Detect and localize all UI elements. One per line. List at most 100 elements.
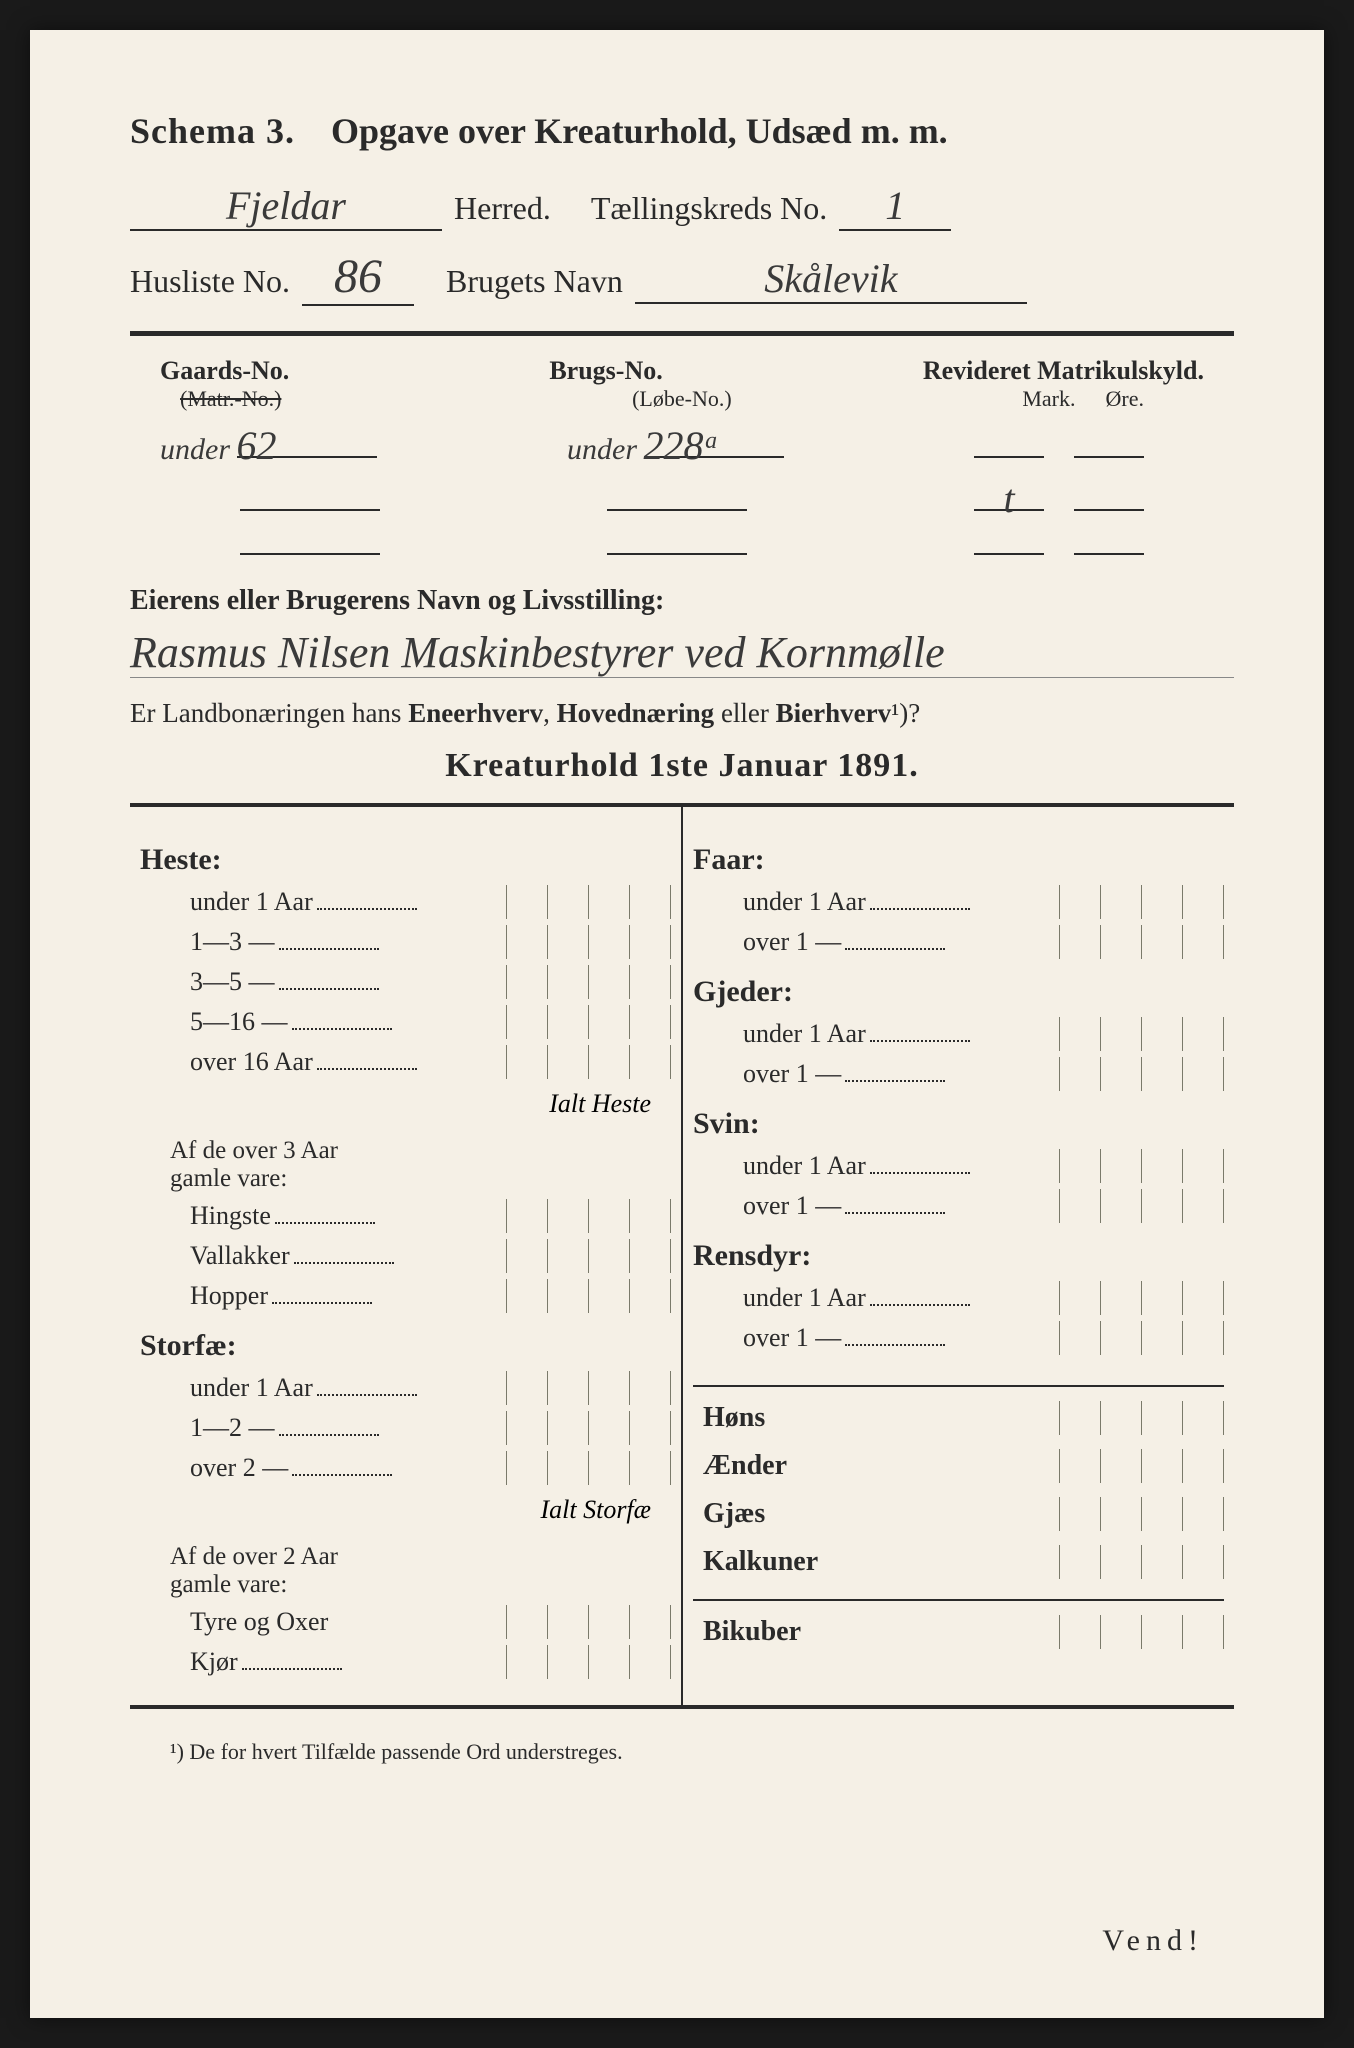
faar-label-0: under 1 Aar [743,887,1059,917]
schema-label: Schema 3. [130,111,295,151]
svin-title: Svin: [693,1107,1224,1141]
heste-label-3: 5—16 — [190,1007,506,1037]
heste-sub-1: Vallakker [140,1239,671,1273]
brugs-value-1: 228ᵃ [644,422,784,458]
herred-label: Herred. [454,190,551,227]
vend-label: Vend! [1102,1924,1204,1958]
storfae-row-2: over 2 — [140,1451,671,1485]
right-column: Faar: under 1 Aar over 1 — Gjeder: under… [683,807,1234,1705]
gaards-value-2 [240,475,380,511]
gjaes-label: Gjæs [703,1498,1059,1530]
husliste-label: Husliste No. [130,263,290,300]
heste-label-2: 3—5 — [190,967,506,997]
rule-1 [130,331,1234,336]
mark-ore-cell-1 [974,422,1144,467]
heste-label-1: 1—3 — [190,927,506,957]
storfae-sub-0: Tyre og Oxer [140,1605,671,1639]
gaards-value-1: 62 [237,422,377,458]
q-opt3: Bierhverv [776,698,891,728]
heste-sum: Ialt Heste [140,1089,671,1119]
brugets-value: Skålevik [635,255,1027,304]
data-row-2: t [160,475,1204,511]
hopper-label: Hopper [190,1281,506,1311]
storfae-sub-1: Kjør [140,1645,671,1679]
herred-value: Fjeldar [130,182,442,231]
hingste-label: Hingste [190,1201,506,1231]
ore-value-3 [1074,519,1144,555]
heste-label-0: under 1 Aar [190,887,506,917]
ore-value-2 [1074,475,1144,511]
faar-row-0: under 1 Aar [693,885,1224,919]
gaards-label: Gaards-No. [160,356,289,386]
hons-label: Høns [703,1402,1059,1434]
heste-subnote: Af de over 3 Aar gamle vare: [140,1137,671,1193]
rensdyr-label-1: over 1 — [743,1323,1059,1353]
column-subheaders: (Matr.-No.) (Løbe-No.) Mark. Øre. [160,386,1204,412]
hons-row: Høns [693,1401,1224,1435]
q-opt1: Eneerhverv [408,698,543,728]
mark-value-3 [974,519,1044,555]
brugets-label: Brugets Navn [446,263,623,300]
q-opt2: Hovednæring [557,698,715,728]
faar-row-1: over 1 — [693,925,1224,959]
kreds-value: 1 [839,182,951,231]
svin-label-1: over 1 — [743,1191,1059,1221]
kreatur-table: Heste: under 1 Aar 1—3 — 3—5 — 5—16 — ov… [130,803,1234,1709]
right-divider-1 [693,1385,1224,1387]
column-headers: Gaards-No. Brugs-No. Revideret Matrikuls… [160,356,1204,386]
brugs-cell-1: under 228ᵃ [567,422,784,467]
left-column: Heste: under 1 Aar 1—3 — 3—5 — 5—16 — ov… [130,807,683,1705]
kreds-label: Tællingskreds No. [591,190,827,227]
header-row-2: Husliste No. 86 Brugets Navn Skålevik [130,249,1234,306]
rensdyr-row-0: under 1 Aar [693,1281,1224,1315]
bikuber-row: Bikuber [693,1615,1224,1649]
storfae-row-1: 1—2 — [140,1411,671,1445]
heste-row-1: 1—3 — [140,925,671,959]
revideret-label: Revideret Matrikulskyld. [923,356,1204,386]
svin-row-0: under 1 Aar [693,1149,1224,1183]
q-prefix: Er Landbonæringen hans [130,698,408,728]
footnote: ¹) De for hvert Tilfælde passende Ord un… [130,1739,1234,1765]
gaards-sub: (Matr.-No.) [180,386,281,412]
heste-row-2: 3—5 — [140,965,671,999]
svin-label-0: under 1 Aar [743,1151,1059,1181]
gjeder-label-1: over 1 — [743,1059,1059,1089]
kalkuner-row: Kalkuner [693,1545,1224,1579]
question-row: Er Landbonæringen hans Eneerhverv, Hoved… [130,698,1234,729]
header-row-1: Fjeldar Herred. Tællingskreds No. 1 [130,182,1234,231]
tyre-label: Tyre og Oxer [190,1607,506,1637]
heste-row-3: 5—16 — [140,1005,671,1039]
main-title: Opgave over Kreaturhold, Udsæd m. m. [331,111,948,151]
storfae-sum: Ialt Storfæ [140,1495,671,1525]
owner-line: Rasmus Nilsen Maskinbestyrer ved Kornmøl… [130,627,1234,678]
heste-row-4: over 16 Aar [140,1045,671,1079]
mark-value-2: t [974,475,1044,511]
heste-label-4: over 16 Aar [190,1047,506,1077]
vallakker-label: Vallakker [190,1241,506,1271]
brugs-prefix-hw: under [567,433,637,466]
mark-ore-header: Mark. Øre. [1022,386,1144,412]
data-row-1: under 62 under 228ᵃ [160,422,1204,467]
heste-title: Heste: [140,843,671,877]
heste-sub-2: Hopper [140,1279,671,1313]
gjeder-row-1: over 1 — [693,1057,1224,1091]
brugs-value-2 [607,475,747,511]
gaards-value-3 [240,519,380,555]
rensdyr-title: Rensdyr: [693,1239,1224,1273]
bikuber-label: Bikuber [703,1616,1059,1648]
q-suffix: ¹)? [891,698,920,728]
storfae-title: Storfæ: [140,1329,671,1363]
heste-row-0: under 1 Aar [140,885,671,919]
q-sep: , [543,698,557,728]
storfae-label-0: under 1 Aar [190,1373,506,1403]
gaards-cell-1: under 62 [160,422,377,467]
gjeder-title: Gjeder: [693,975,1224,1009]
section-title: Kreaturhold 1ste Januar 1891. [130,747,1234,785]
ore-value-1 [1074,422,1144,458]
document-page: Schema 3. Opgave over Kreaturhold, Udsæd… [30,30,1324,2018]
mark-label: Mark. [1022,386,1075,412]
aender-label: Ænder [703,1450,1059,1482]
svin-row-1: over 1 — [693,1189,1224,1223]
gjeder-label-0: under 1 Aar [743,1019,1059,1049]
storfae-label-1: 1—2 — [190,1413,506,1443]
